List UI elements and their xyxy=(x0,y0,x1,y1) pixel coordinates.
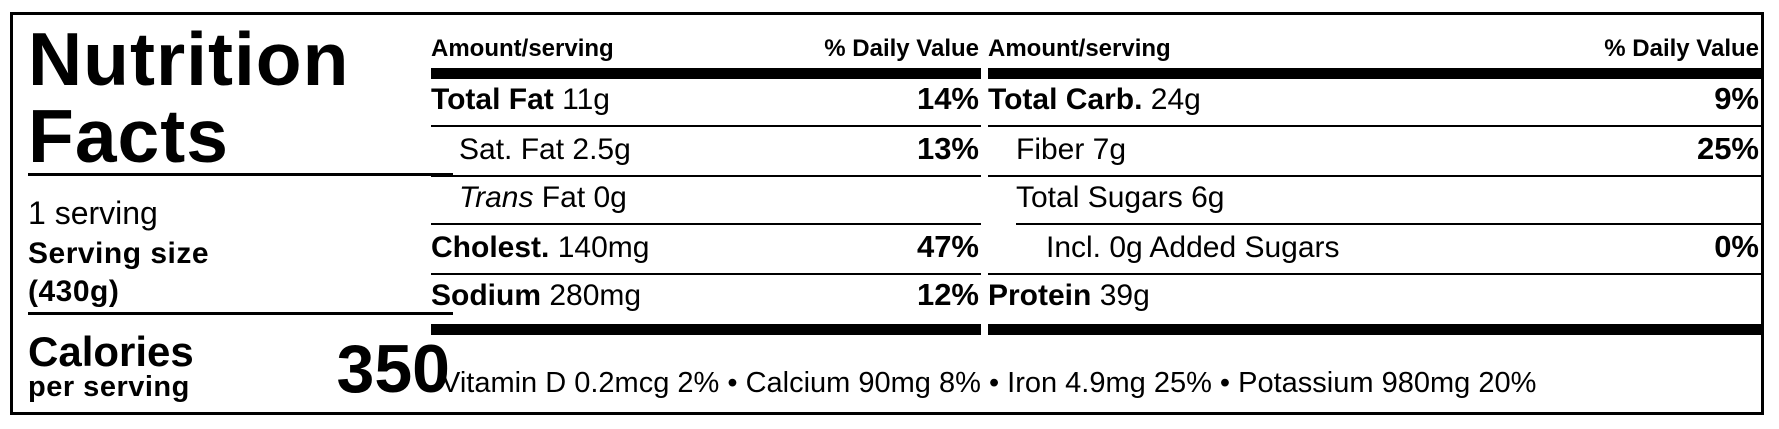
row-protein: Protein 39g xyxy=(988,275,1761,321)
thick-rule xyxy=(431,324,981,335)
row-trans-fat: Trans Fat 0g xyxy=(431,177,981,223)
thin-rule xyxy=(431,273,981,275)
thin-rule xyxy=(431,223,981,225)
row-cholesterol: Cholest. 140mg 47% xyxy=(431,225,981,273)
divider xyxy=(28,312,453,315)
thin-rule xyxy=(988,175,1761,177)
row-fiber: Fiber 7g 25% xyxy=(988,127,1761,175)
row-sodium: Sodium 280mg 12% xyxy=(431,275,981,321)
sodium-amount: 280mg xyxy=(549,279,642,312)
thin-rule xyxy=(988,125,1761,127)
sat-fat-label: Sat. Fat 2.5g xyxy=(459,133,631,166)
fiber-label: Fiber 7g xyxy=(1016,133,1127,166)
row-total-carb: Total Carb. 24g 9% xyxy=(988,79,1761,125)
serving-size-value: (430g) xyxy=(28,275,120,308)
added-sugars-label: Incl. 0g Added Sugars xyxy=(1046,231,1340,264)
serving-size: Serving size (430g) xyxy=(28,235,209,311)
nutrition-facts-panel: Nutrition Facts 1 serving Serving size (… xyxy=(10,12,1764,415)
serving-size-label: Serving size xyxy=(28,237,210,270)
daily-value-header: % Daily Value xyxy=(824,35,979,62)
protein-amount: 39g xyxy=(1099,279,1150,312)
title-line-1: Nutrition xyxy=(28,17,350,101)
nutrient-column-left: Amount/serving % Daily Value Total Fat 1… xyxy=(431,15,981,412)
trans-fat-italic: Trans xyxy=(459,181,534,214)
amount-header: Amount/serving xyxy=(431,35,614,62)
total-fat-dv: 14% xyxy=(916,81,979,116)
thick-rule xyxy=(431,68,981,79)
amount-header: Amount/serving xyxy=(988,35,1171,62)
title-line-2: Facts xyxy=(28,94,229,178)
total-fat-label: Total Fat xyxy=(431,83,554,116)
fiber-dv: 25% xyxy=(1696,131,1759,166)
sat-fat-dv: 13% xyxy=(916,131,979,166)
protein-label: Protein xyxy=(988,279,1092,312)
calories-label: Calories xyxy=(28,328,194,375)
calories-per-serving-label: per serving xyxy=(28,371,190,403)
title-block: Nutrition Facts 1 serving Serving size (… xyxy=(25,15,455,412)
thick-rule xyxy=(988,68,1761,79)
row-total-fat: Total Fat 11g 14% xyxy=(431,79,981,125)
thick-rule xyxy=(988,324,1761,335)
divider xyxy=(28,173,453,176)
sodium-label: Sodium xyxy=(431,279,541,312)
sodium-dv: 12% xyxy=(916,277,979,312)
added-sugars-dv: 0% xyxy=(1714,229,1759,264)
total-fat-amount: 11g xyxy=(562,83,610,116)
nutrient-column-right: Amount/serving % Daily Value Total Carb.… xyxy=(988,15,1761,412)
total-carb-dv: 9% xyxy=(1714,81,1759,116)
column-header: Amount/serving % Daily Value xyxy=(431,23,981,63)
thin-rule xyxy=(431,125,981,127)
thin-rule xyxy=(431,175,981,177)
servings-per-container: 1 serving xyxy=(28,195,158,231)
total-carb-amount: 24g xyxy=(1150,83,1201,116)
total-sugars-label: Total Sugars 6g xyxy=(1016,181,1225,214)
calories-value: 350 xyxy=(336,331,450,407)
cholesterol-dv: 47% xyxy=(916,229,979,264)
vitamins-minerals-line: Vitamin D 0.2mcg 2% • Calcium 90mg 8% • … xyxy=(441,367,1537,399)
row-sat-fat: Sat. Fat 2.5g 13% xyxy=(431,127,981,175)
thin-rule xyxy=(1016,223,1761,225)
cholesterol-label: Cholest. xyxy=(431,231,550,264)
row-added-sugars: Incl. 0g Added Sugars 0% xyxy=(988,225,1761,273)
daily-value-header: % Daily Value xyxy=(1604,35,1759,62)
row-total-sugars: Total Sugars 6g xyxy=(988,177,1761,223)
column-header: Amount/serving % Daily Value xyxy=(988,23,1761,63)
cholesterol-amount: 140mg xyxy=(557,231,650,264)
total-carb-label: Total Carb. xyxy=(988,83,1143,116)
trans-fat-label: Fat 0g xyxy=(533,181,627,214)
nutrition-facts-title: Nutrition Facts xyxy=(28,21,349,175)
thin-rule xyxy=(988,273,1761,275)
